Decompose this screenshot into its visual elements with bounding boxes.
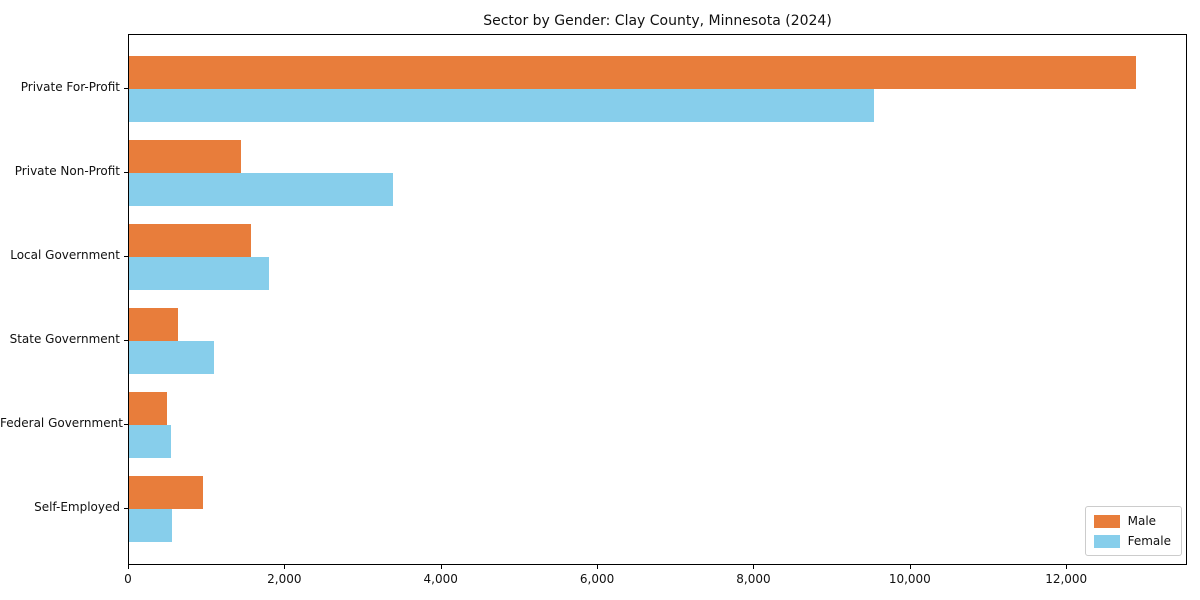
bar-male-federal-government	[129, 392, 168, 425]
bar-male-private-for-profit	[129, 56, 1136, 89]
bar-female-local-government	[129, 257, 270, 290]
x-tick-label: 0	[124, 572, 132, 586]
bar-male-private-non-profit	[129, 140, 241, 173]
y-tick-label: Local Government	[10, 248, 120, 262]
x-tick-label: 6,000	[579, 572, 615, 586]
legend-swatch-female	[1093, 534, 1120, 548]
y-tick-mark	[124, 256, 128, 257]
x-tick-mark	[440, 565, 442, 569]
bar-female-private-for-profit	[129, 89, 875, 122]
bar-female-state-government	[129, 341, 215, 374]
y-tick-label: State Government	[9, 332, 120, 346]
plot-area: Male Female	[128, 34, 1187, 565]
x-tick-label: 4,000	[423, 572, 458, 586]
x-tick-label: 12,000	[1045, 572, 1088, 586]
bar-male-state-government	[129, 308, 179, 341]
legend-label: Female	[1127, 534, 1171, 548]
x-tick-label: 2,000	[267, 572, 302, 586]
y-tick-mark	[124, 340, 128, 341]
y-tick-label: Private Non-Profit	[14, 164, 120, 178]
x-tick-label: 10,000	[888, 572, 931, 586]
x-tick-label: 8,000	[736, 572, 771, 586]
x-tick-mark	[1066, 565, 1068, 569]
y-tick-label: Federal Government	[0, 416, 123, 430]
legend-swatch-male	[1093, 514, 1120, 528]
x-tick-mark	[597, 565, 599, 569]
bar-female-self-employed	[129, 509, 172, 542]
bar-male-self-employed	[129, 476, 204, 509]
legend-label: Male	[1127, 514, 1157, 528]
chart-title: Sector by Gender: Clay County, Minnesota…	[483, 13, 832, 29]
y-tick-mark	[124, 508, 128, 509]
legend: Male Female	[1084, 506, 1182, 556]
legend-entry-male: Male	[1093, 514, 1171, 528]
x-tick-mark	[753, 565, 755, 569]
x-tick-mark	[284, 565, 286, 569]
y-tick-label: Private For-Profit	[20, 80, 120, 94]
legend-entry-female: Female	[1093, 534, 1171, 548]
y-tick-mark	[124, 88, 128, 89]
y-tick-mark	[124, 424, 128, 425]
x-tick-mark	[128, 565, 129, 569]
bar-female-federal-government	[129, 425, 172, 458]
x-tick-mark	[909, 565, 911, 569]
bar-male-local-government	[129, 224, 251, 257]
bar-female-private-non-profit	[129, 173, 393, 206]
y-tick-mark	[124, 172, 128, 173]
y-tick-label: Self-Employed	[34, 500, 120, 514]
